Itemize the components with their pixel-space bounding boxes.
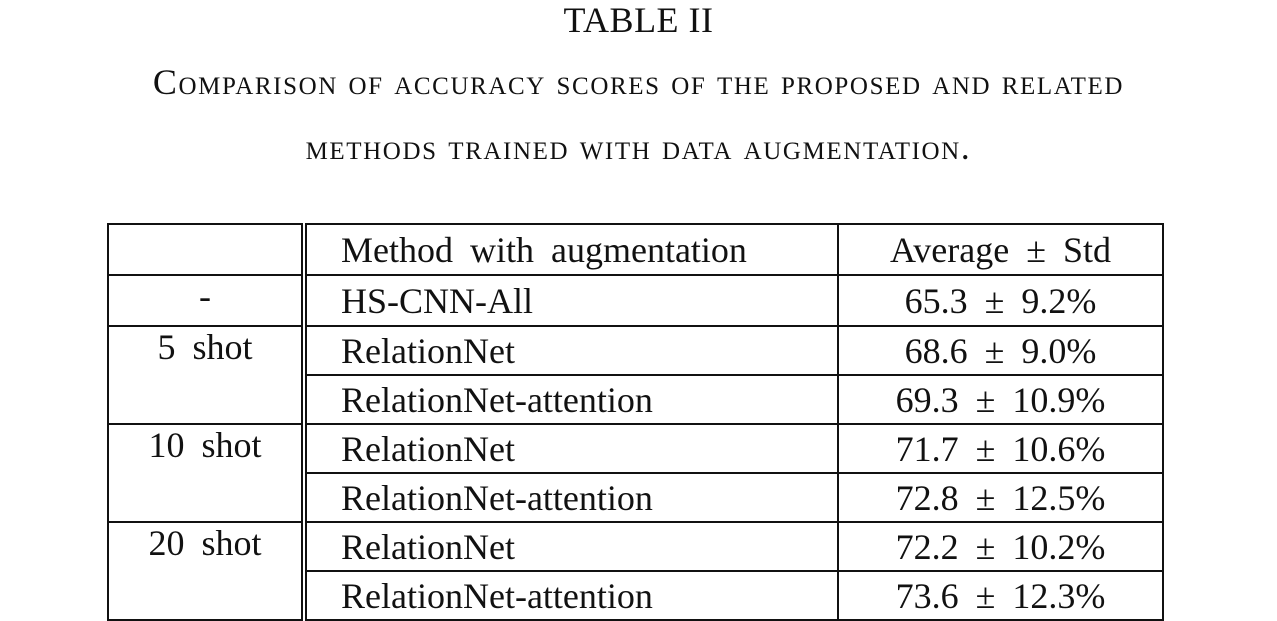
header-group-cell (107, 223, 307, 276)
method-cell: RelationNet-attention (303, 374, 839, 425)
score-cell: 69.3 ± 10.9% (837, 374, 1164, 425)
table-row: RelationNet-attention 72.8 ± 12.5% (108, 472, 1164, 523)
table-row: 5 shot RelationNet 68.6 ± 9.0% (107, 325, 1164, 425)
results-table: Method with augmentation Average ± Std -… (107, 223, 1164, 621)
table-caption-line-1: Comparison of accuracy scores of the pro… (152, 62, 1125, 102)
header-score-cell: Average ± Std (837, 223, 1164, 276)
method-cell: HS-CNN-All (303, 274, 839, 327)
table-row: 20 shot RelationNet 72.2 ± 10.2% (107, 521, 1164, 621)
score-cell: 72.8 ± 12.5% (837, 472, 1164, 523)
group-label-cell: - (107, 274, 307, 327)
method-cell: RelationNet (303, 325, 839, 376)
header-method-cell: Method with augmentation (303, 223, 839, 276)
score-cell: 68.6 ± 9.0% (837, 325, 1164, 376)
method-cell: RelationNet-attention (303, 570, 839, 621)
group-label-cell: 10 shot (107, 423, 307, 523)
table-header-row: Method with augmentation Average ± Std (107, 223, 1164, 276)
method-cell: RelationNet-attention (303, 472, 839, 523)
table-caption-line-2: methods trained with data augmentation. (305, 127, 972, 167)
score-cell: 72.2 ± 10.2% (837, 521, 1164, 572)
method-cell: RelationNet (303, 521, 839, 572)
score-cell: 73.6 ± 12.3% (837, 570, 1164, 621)
score-cell: 65.3 ± 9.2% (837, 274, 1164, 327)
group-label-cell: 20 shot (107, 521, 307, 621)
table-row: - HS-CNN-All 65.3 ± 9.2% (107, 274, 1164, 327)
table-row: RelationNet-attention 69.3 ± 10.9% (108, 374, 1164, 425)
table-row: 10 shot RelationNet 71.7 ± 10.6% (107, 423, 1164, 523)
score-cell: 71.7 ± 10.6% (837, 423, 1164, 474)
group-label-cell: 5 shot (107, 325, 307, 425)
results-table-container: Method with augmentation Average ± Std -… (107, 223, 1164, 621)
method-cell: RelationNet (303, 423, 839, 474)
table-label: TABLE II (563, 0, 714, 40)
